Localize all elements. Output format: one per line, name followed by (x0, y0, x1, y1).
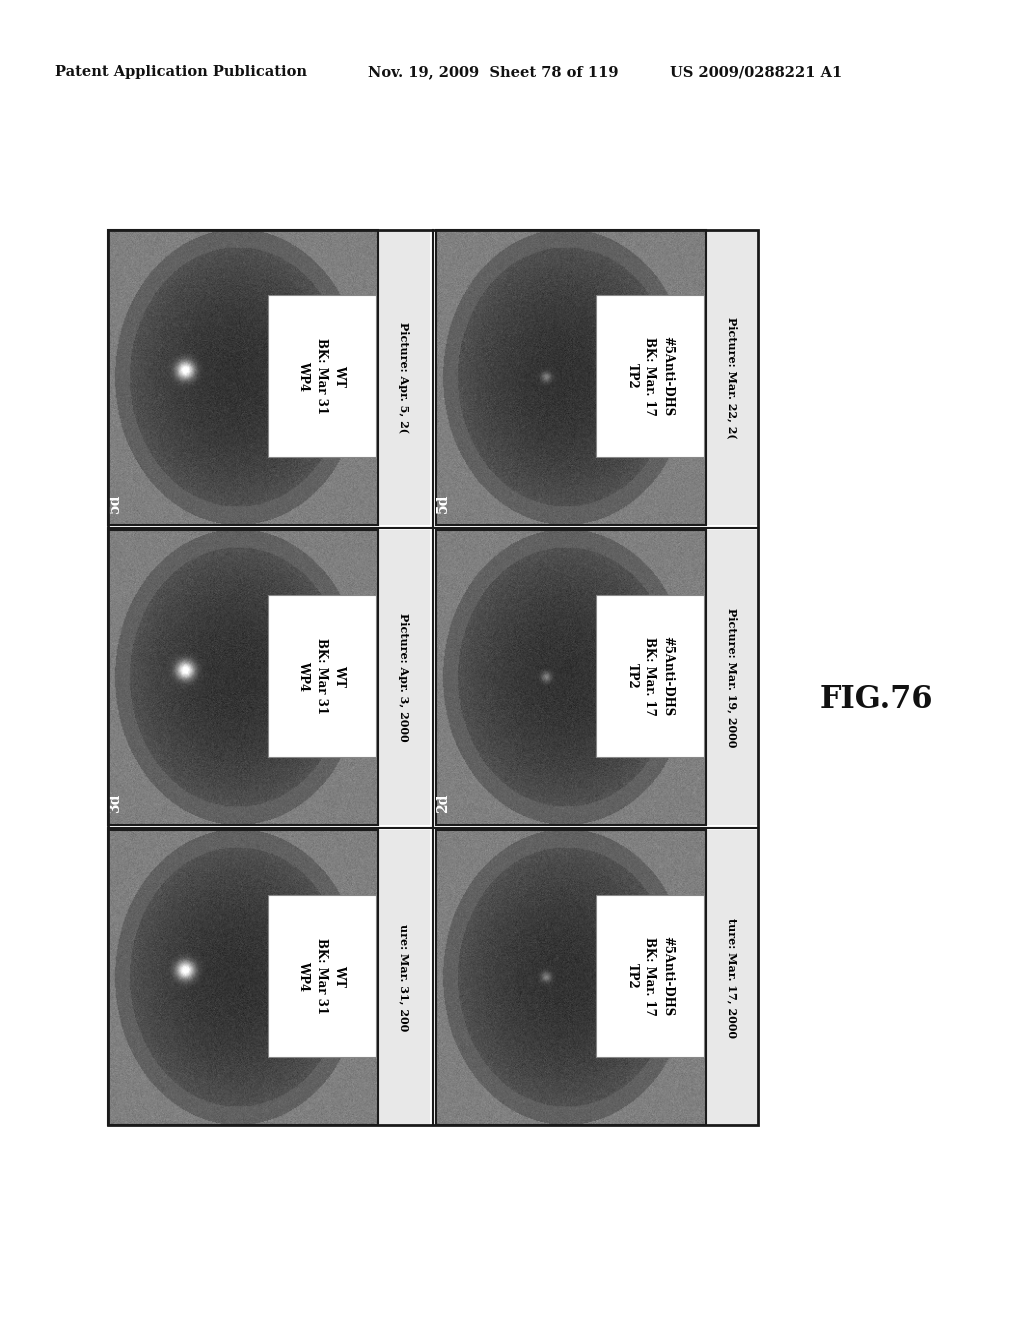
Text: FIG.76: FIG.76 (820, 685, 934, 715)
Text: 3d: 3d (108, 793, 122, 813)
Text: WT
BK: Mar 31
WP4: WT BK: Mar 31 WP4 (298, 338, 346, 414)
Bar (378, 230, 430, 525)
Bar (596, 294, 705, 457)
Text: #5Anti-DHS
BK: Mar. 17
TP2: #5Anti-DHS BK: Mar. 17 TP2 (626, 936, 675, 1016)
Text: Picture: Apr. 5, 2(: Picture: Apr. 5, 2( (398, 322, 410, 433)
Bar (108, 230, 758, 1125)
Text: Patent Application Publication: Patent Application Publication (55, 65, 307, 79)
Text: #5Anti-DHS
BK: Mar. 17
TP2: #5Anti-DHS BK: Mar. 17 TP2 (626, 636, 675, 717)
Text: #5Anti-DHS
BK: Mar. 17
TP2: #5Anti-DHS BK: Mar. 17 TP2 (626, 335, 675, 416)
Bar (268, 595, 376, 758)
Text: ture: Mar. 17, 2000: ture: Mar. 17, 2000 (726, 917, 737, 1038)
Bar (436, 830, 706, 1125)
Text: 5d: 5d (108, 494, 122, 513)
Bar (268, 294, 376, 457)
Bar (436, 531, 706, 825)
Bar (596, 595, 705, 758)
Bar (706, 531, 758, 825)
Text: Picture: Apr. 3, 2000: Picture: Apr. 3, 2000 (398, 614, 410, 742)
Text: Picture: Mar. 22, 2(: Picture: Mar. 22, 2( (726, 317, 737, 438)
Bar (268, 895, 376, 1057)
Bar (596, 895, 705, 1057)
Text: 5d: 5d (436, 494, 450, 513)
Text: 2d: 2d (436, 793, 450, 813)
Text: ure: Mar. 31, 200: ure: Mar. 31, 200 (398, 924, 410, 1031)
Text: WT
BK: Mar 31
WP4: WT BK: Mar 31 WP4 (298, 939, 346, 1014)
Text: Nov. 19, 2009  Sheet 78 of 119: Nov. 19, 2009 Sheet 78 of 119 (368, 65, 618, 79)
Text: WT
BK: Mar 31
WP4: WT BK: Mar 31 WP4 (298, 638, 346, 714)
Bar (706, 830, 758, 1125)
Text: Picture: Mar. 19, 2000: Picture: Mar. 19, 2000 (726, 607, 737, 747)
Bar (436, 230, 706, 525)
Bar (378, 531, 430, 825)
Bar (108, 230, 378, 525)
Bar (706, 230, 758, 525)
Text: US 2009/0288221 A1: US 2009/0288221 A1 (670, 65, 843, 79)
Bar (378, 830, 430, 1125)
Bar (108, 531, 378, 825)
Bar (108, 830, 378, 1125)
